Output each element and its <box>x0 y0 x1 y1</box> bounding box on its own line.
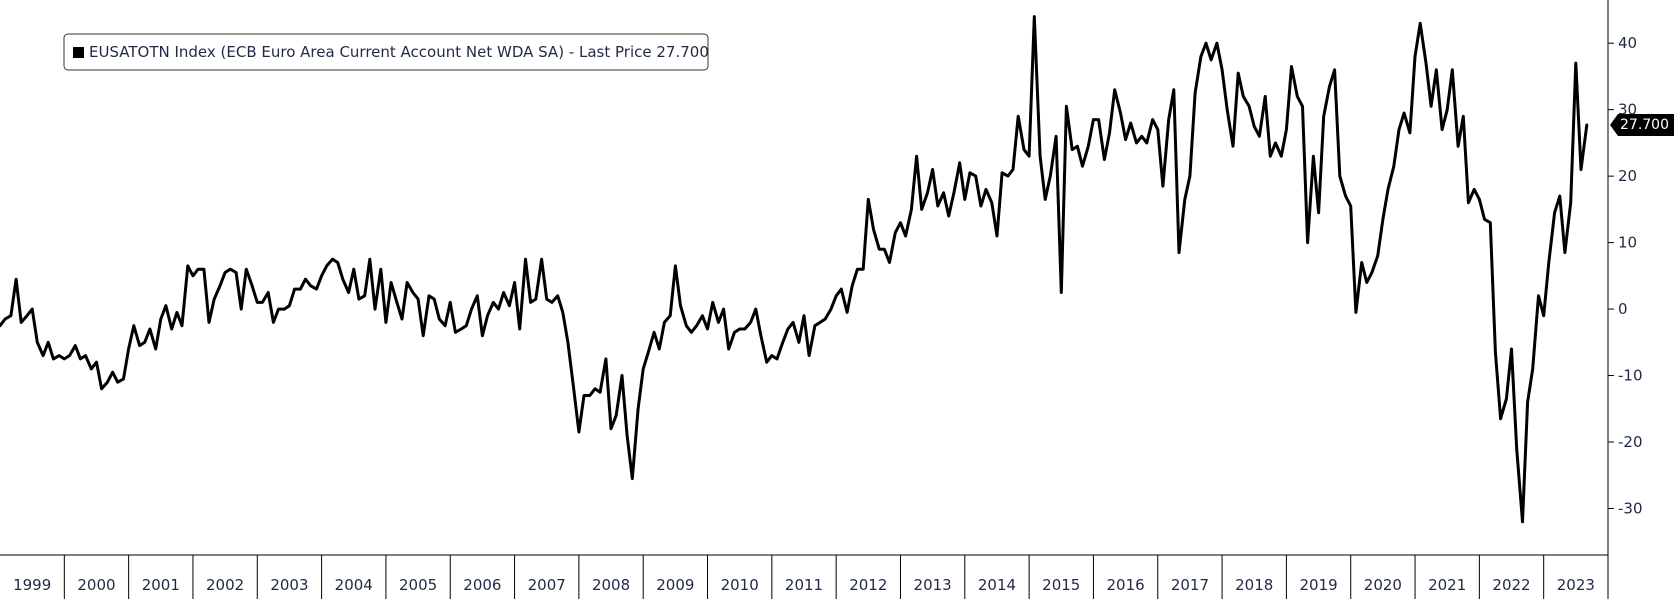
legend-label: EUSATOTN Index (ECB Euro Area Current Ac… <box>89 43 709 61</box>
x-axis-ticks: 1999 2000 2001 2002 2003 2004 2005 2006 2007 2008… <box>13 555 1609 599</box>
y-tick-label: 20 <box>1618 167 1637 185</box>
x-tick-label: 2009 <box>656 576 694 594</box>
x-tick-label: 2013 <box>914 576 952 594</box>
x-tick-label: 2001 <box>142 576 180 594</box>
x-tick-label: 2010 <box>721 576 759 594</box>
x-tick-label: 2020 <box>1364 576 1402 594</box>
x-tick-label: 2006 <box>463 576 501 594</box>
legend-series-marker <box>73 47 84 58</box>
legend-box <box>63 33 709 71</box>
last-price-background <box>1610 113 1674 136</box>
x-tick-label: 2011 <box>785 576 823 594</box>
x-tick-label: 2014 <box>978 576 1016 594</box>
x-tick-label: 2008 <box>592 576 630 594</box>
x-tick-label: 2022 <box>1492 576 1530 594</box>
x-tick-label: 2017 <box>1171 576 1209 594</box>
x-tick-label: 2015 <box>1042 576 1080 594</box>
y-tick-label: -10 <box>1618 367 1643 385</box>
x-tick-label: 2023 <box>1557 576 1595 594</box>
y-tick-label: -30 <box>1618 499 1643 517</box>
x-tick-label: 1999 <box>13 576 51 594</box>
x-tick-label: 2002 <box>206 576 244 594</box>
legend: EUSATOTN Index (ECB Euro Area Current Ac… <box>63 33 709 71</box>
y-tick-label: 0 <box>1618 300 1628 318</box>
last-price-label: 27.700 <box>1620 117 1669 133</box>
x-tick-label: 2007 <box>528 576 566 594</box>
y-tick-label: 40 <box>1618 34 1637 52</box>
x-tick-label: 2018 <box>1235 576 1273 594</box>
y-tick-label: 10 <box>1618 234 1637 252</box>
x-tick-label: 2021 <box>1428 576 1466 594</box>
series-line <box>0 15 1589 524</box>
last-price-marker: 27.700 <box>1610 113 1674 136</box>
x-tick-label: 2004 <box>335 576 373 594</box>
x-tick-label: 2000 <box>77 576 115 594</box>
x-tick-label: 2003 <box>270 576 308 594</box>
axes <box>0 0 1609 556</box>
y-tick-label: -20 <box>1618 433 1643 451</box>
x-tick-label: 2005 <box>399 576 437 594</box>
x-tick-label: 2019 <box>1299 576 1337 594</box>
x-tick-label: 2016 <box>1107 576 1145 594</box>
series-layer <box>0 15 1589 524</box>
x-tick-label: 2012 <box>849 576 887 594</box>
